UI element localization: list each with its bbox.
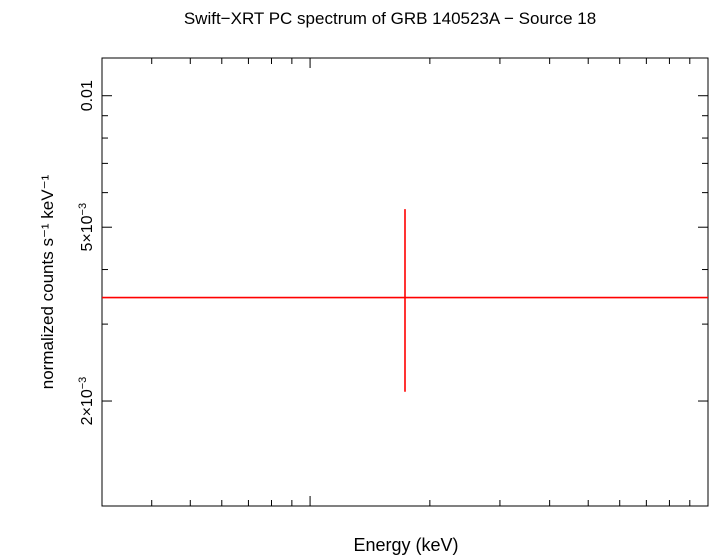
data-series: [102, 209, 708, 392]
x-axis-label: Energy (keV): [353, 535, 458, 555]
y-axis-label: normalized counts s⁻¹ keV⁻¹: [38, 174, 57, 389]
y-axis-ticks: 0.01 5×10−3 2×10−3: [77, 80, 708, 425]
y-tick-label: 0.01: [79, 80, 96, 111]
y-tick-label: 2×10−3: [77, 377, 96, 426]
y-tick-label: 5×10−3: [77, 203, 96, 252]
plot-frame: [101, 57, 709, 507]
x-axis-ticks: [101, 58, 709, 506]
chart-title: Swift−XRT PC spectrum of GRB 140523A − S…: [184, 9, 596, 28]
